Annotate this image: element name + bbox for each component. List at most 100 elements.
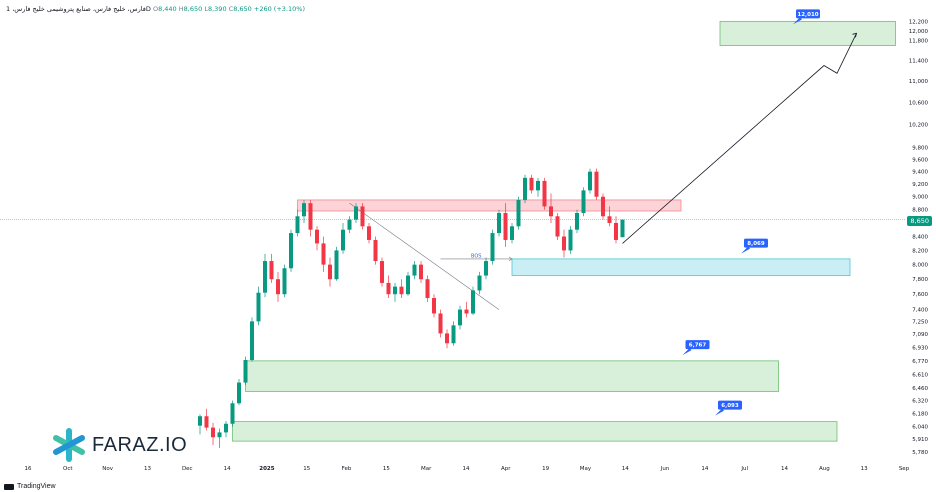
- candle-body[interactable]: [354, 206, 358, 220]
- candle-body[interactable]: [594, 171, 599, 197]
- candle-body[interactable]: [549, 206, 553, 217]
- price-tick-label: 7,090: [912, 332, 928, 338]
- candle-body[interactable]: [406, 275, 410, 295]
- candle-body[interactable]: [198, 416, 202, 426]
- close-value: 8,650: [233, 5, 252, 13]
- time-axis[interactable]: 16 Oct Nov 13 Dec 14 2025 15 Feb 15 Mar 14 Apr 19 May 1…: [25, 466, 910, 472]
- candle-body[interactable]: [373, 239, 378, 262]
- candle-body[interactable]: [588, 171, 592, 191]
- candle-body[interactable]: [243, 360, 248, 383]
- price-tick-label: 6,040: [912, 425, 928, 431]
- candle-body[interactable]: [614, 222, 618, 240]
- candle-body[interactable]: [458, 309, 462, 326]
- target-zone: [719, 20, 896, 46]
- callout-pointer-icon: [741, 246, 750, 254]
- candle-body[interactable]: [295, 216, 300, 234]
- candle-body[interactable]: [477, 275, 482, 291]
- candle-body[interactable]: [217, 432, 222, 438]
- candle-body[interactable]: [490, 233, 495, 262]
- candle-body[interactable]: [256, 292, 261, 322]
- candle-body[interactable]: [250, 321, 254, 361]
- candle-body[interactable]: [386, 282, 391, 295]
- candle-body[interactable]: [601, 196, 605, 217]
- time-tick-label: Oct: [63, 466, 73, 472]
- low-value: 8,390: [207, 5, 227, 13]
- candle-body[interactable]: [393, 286, 397, 295]
- candle-body[interactable]: [367, 226, 371, 240]
- candle-body[interactable]: [380, 261, 384, 283]
- candle-body[interactable]: [529, 177, 534, 191]
- candle-body[interactable]: [568, 229, 573, 251]
- candle-body[interactable]: [620, 219, 625, 238]
- bos-zone: [511, 258, 851, 276]
- candle-body[interactable]: [451, 325, 456, 344]
- candle-body[interactable]: [484, 261, 488, 276]
- candle-body[interactable]: [269, 261, 274, 280]
- candle-body[interactable]: [438, 313, 443, 334]
- candle-body[interactable]: [237, 382, 241, 404]
- brand-name: FARAZ.IO: [92, 433, 188, 456]
- price-axis[interactable]: 12,200 12,000 11,800 11,400 11,000 10,600 10,2…: [909, 19, 929, 456]
- candle-body[interactable]: [360, 206, 365, 227]
- candle-body[interactable]: [419, 264, 423, 280]
- price-tick-label: 9,800: [912, 146, 928, 152]
- candle-body[interactable]: [575, 212, 579, 230]
- time-tick-label: 15: [383, 466, 390, 472]
- price-tick-label: 8,800: [912, 208, 928, 214]
- candle-body[interactable]: [516, 199, 521, 227]
- candle-body[interactable]: [302, 203, 306, 217]
- candle-body[interactable]: [471, 290, 475, 314]
- callout-box: [718, 400, 742, 410]
- candle-body[interactable]: [497, 212, 501, 234]
- candle-body[interactable]: [581, 190, 586, 213]
- high-value: 8,650: [183, 5, 203, 13]
- callout-box: [685, 340, 710, 350]
- candle-body[interactable]: [425, 279, 430, 299]
- projection-path: [622, 33, 857, 244]
- candle-body[interactable]: [562, 236, 566, 251]
- candle-body[interactable]: [503, 212, 508, 240]
- candle-body[interactable]: [334, 250, 339, 280]
- candle-body[interactable]: [542, 180, 547, 207]
- candle-body[interactable]: [536, 180, 540, 191]
- candle-body[interactable]: [510, 226, 514, 240]
- candle-body[interactable]: [289, 233, 293, 269]
- candle-body[interactable]: [412, 264, 417, 276]
- candle-body[interactable]: [328, 264, 332, 280]
- price-tick-label: 12,000: [909, 29, 929, 35]
- callout-pointer-icon: [715, 408, 724, 416]
- candle-body[interactable]: [347, 219, 352, 230]
- candle-body[interactable]: [432, 298, 436, 314]
- candle-body[interactable]: [263, 261, 267, 293]
- time-tick-label: Aug: [819, 466, 830, 472]
- candle-body[interactable]: [399, 286, 404, 295]
- candlestick-series[interactable]: [198, 168, 625, 449]
- tradingview-logo-icon: [4, 483, 14, 490]
- price-callout: 12,010: [793, 9, 820, 25]
- candle-body[interactable]: [315, 229, 319, 244]
- candle-body[interactable]: [224, 423, 228, 433]
- time-tick-label: May: [580, 466, 592, 472]
- candle-body[interactable]: [341, 229, 345, 251]
- bos-arrow-icon: [508, 256, 513, 262]
- tradingview-footer[interactable]: TradingView: [4, 483, 56, 490]
- candle-body[interactable]: [204, 416, 209, 428]
- price-tick-label: 7,800: [912, 277, 928, 283]
- supply-zone: [297, 199, 682, 212]
- time-tick-label: Nov: [102, 466, 113, 472]
- candle-body[interactable]: [211, 427, 215, 438]
- candle-body[interactable]: [308, 203, 313, 230]
- candle-body[interactable]: [230, 403, 235, 424]
- candle-body[interactable]: [464, 309, 469, 314]
- price-tick-label: 7,600: [912, 292, 928, 298]
- candle-body[interactable]: [555, 216, 560, 237]
- open-label: O: [152, 5, 159, 13]
- candle-body[interactable]: [282, 268, 287, 295]
- candle-body[interactable]: [445, 333, 449, 344]
- candle-body[interactable]: [607, 216, 612, 223]
- candle-body[interactable]: [321, 243, 326, 265]
- time-tick-label: Sep: [899, 466, 910, 472]
- candle-body[interactable]: [276, 279, 280, 295]
- candle-body[interactable]: [523, 177, 527, 200]
